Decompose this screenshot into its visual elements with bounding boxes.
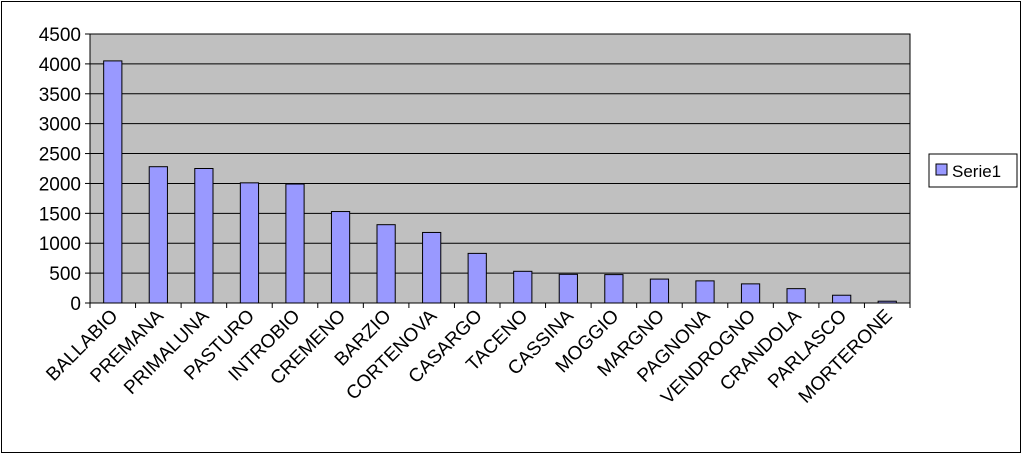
bars [103,60,897,304]
y-tick-label: 0 [70,294,81,315]
y-tick-label: 4500 [39,25,81,46]
bar [239,182,260,304]
bar [376,224,396,304]
y-tick-label: 2000 [39,174,81,195]
x-axis: BALLABIOPREMANAPRIMALUNAPASTUROINTROBIOC… [42,302,911,409]
bar [695,280,715,304]
y-tick-label: 3000 [39,115,81,136]
bar [832,294,852,304]
bar [285,183,305,304]
bar [604,274,624,304]
bar [467,252,487,304]
y-axis: 0 500 1000 1500 2000 2500 3000 3500 4000 4500 [39,25,91,315]
y-tick-label: 1000 [39,234,81,255]
bar [330,211,351,304]
y-tick-label: 1500 [39,204,81,225]
bar [786,288,806,304]
y-tick-label: 3500 [39,85,81,106]
legend-label: Serie1 [952,162,1001,181]
bar [513,270,533,304]
y-tick-label: 500 [49,264,81,285]
legend-swatch [935,163,948,176]
plot-area [89,33,911,304]
bar [422,231,442,304]
bar [649,278,670,304]
bar [103,60,123,304]
y-tick-label: 4000 [39,55,81,76]
y-tick-label: 2500 [39,145,81,166]
legend: Serie1 [928,153,1018,188]
plot-background [89,33,911,304]
bar [558,273,578,304]
bar [740,283,761,304]
bar [194,168,214,304]
bar [148,166,168,304]
